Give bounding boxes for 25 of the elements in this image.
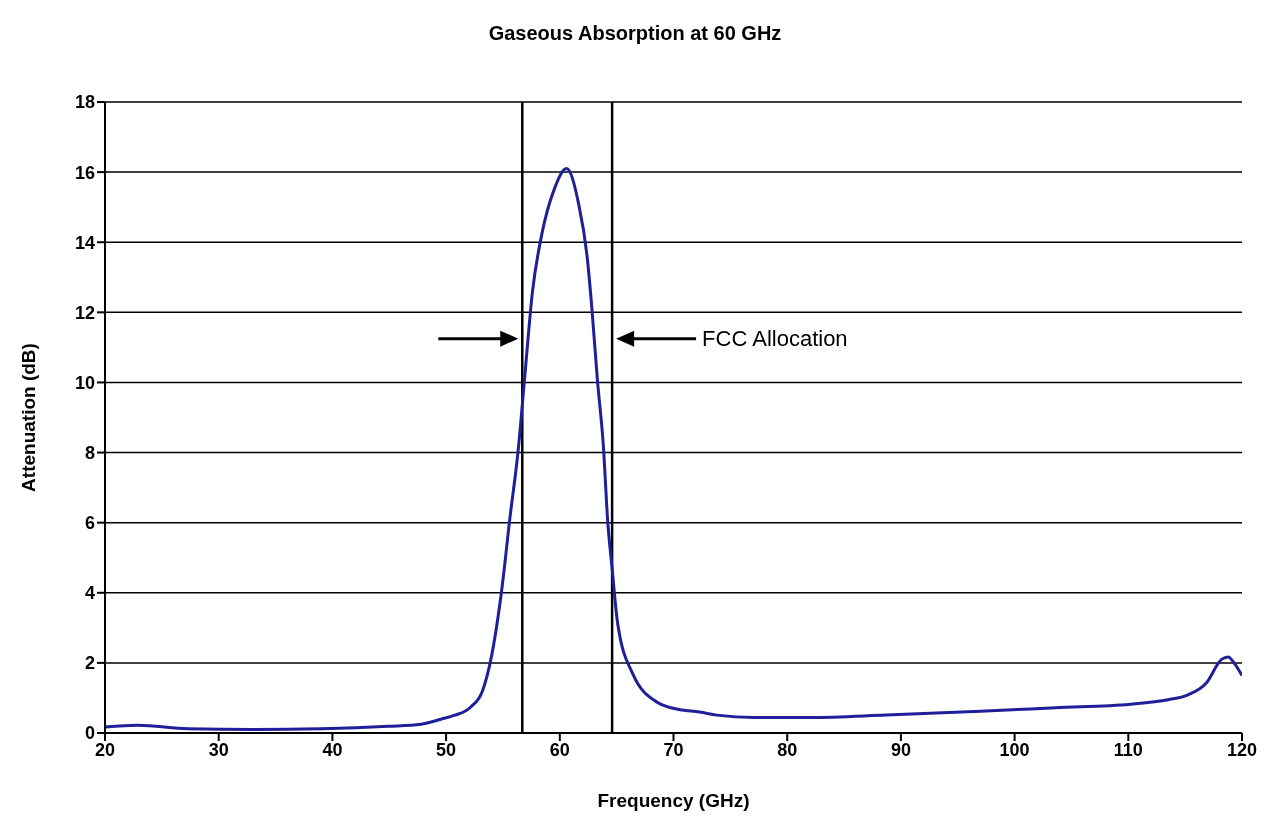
x-tick-label: 60	[549, 739, 570, 760]
x-tick-label: 100	[999, 739, 1030, 760]
y-tick-label: 14	[74, 232, 95, 253]
y-tick-label: 12	[74, 302, 95, 323]
y-tick-label: 8	[84, 442, 95, 463]
x-tick-label: 90	[890, 739, 911, 760]
y-tick-label: 18	[74, 92, 95, 113]
y-tick-label: 10	[74, 372, 95, 393]
y-tick-label: 2	[84, 653, 95, 674]
x-tick-label: 40	[322, 739, 343, 760]
y-tick-label: 6	[84, 513, 95, 534]
y-tick-label: 0	[84, 723, 95, 744]
x-tick-label: 120	[1226, 739, 1258, 760]
x-tick-label: 80	[777, 739, 798, 760]
chart-title: Gaseous Absorption at 60 GHz	[487, 22, 783, 45]
x-axis-title: Frequency (GHz)	[597, 790, 750, 811]
x-tick-label: 110	[1113, 739, 1143, 760]
x-tick-label: 20	[94, 739, 116, 760]
x-tick-label: 50	[436, 739, 457, 760]
x-tick-label: 70	[663, 739, 684, 760]
y-tick-label: 16	[74, 162, 95, 183]
x-tick-label: 30	[208, 739, 229, 760]
y-axis-title: Attenuation (dB)	[17, 343, 39, 492]
y-tick-label: 4	[84, 583, 95, 604]
annotation: FCC Allocation	[702, 326, 848, 352]
